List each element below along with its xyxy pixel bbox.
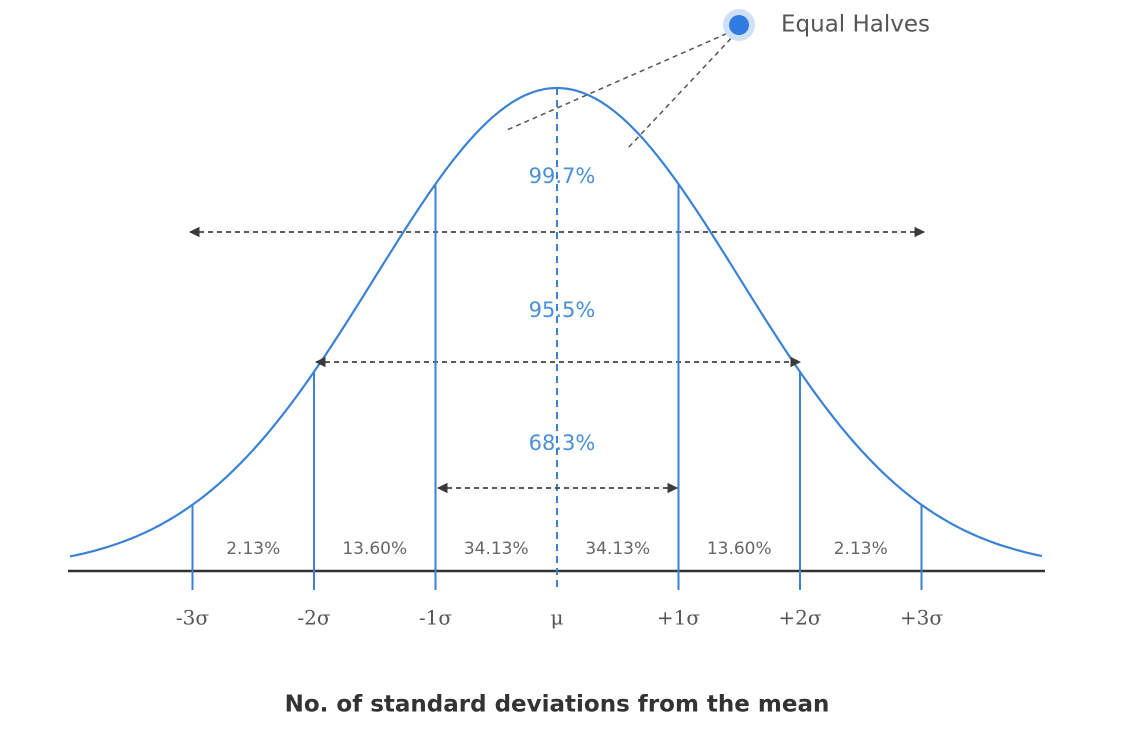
axis-label: +3σ	[900, 606, 943, 630]
segment-label: 13.60%	[342, 539, 407, 559]
range-label: 95.5%	[529, 298, 596, 322]
segment-label: 2.13%	[834, 539, 888, 559]
pointer-line	[627, 31, 738, 149]
axis-label: -3σ	[176, 606, 209, 630]
axis-label: -2σ	[297, 606, 330, 630]
annotation: Equal Halves	[781, 12, 930, 38]
axis-label: μ	[551, 606, 564, 630]
axis-label: +1σ	[657, 606, 700, 630]
dot	[729, 15, 749, 35]
axis-label: +2σ	[778, 606, 821, 630]
segment-label: 2.13%	[226, 539, 280, 559]
range-label: 99.7%	[529, 164, 596, 188]
axis-label: -1σ	[419, 606, 452, 630]
segment-label: 34.13%	[585, 539, 650, 559]
pointer-line	[506, 29, 736, 131]
segment-label: 13.60%	[707, 539, 772, 559]
segment-label: 34.13%	[464, 539, 529, 559]
axis-title: No. of standard deviations from the mean	[285, 692, 830, 718]
range-label: 68.3%	[529, 431, 596, 455]
